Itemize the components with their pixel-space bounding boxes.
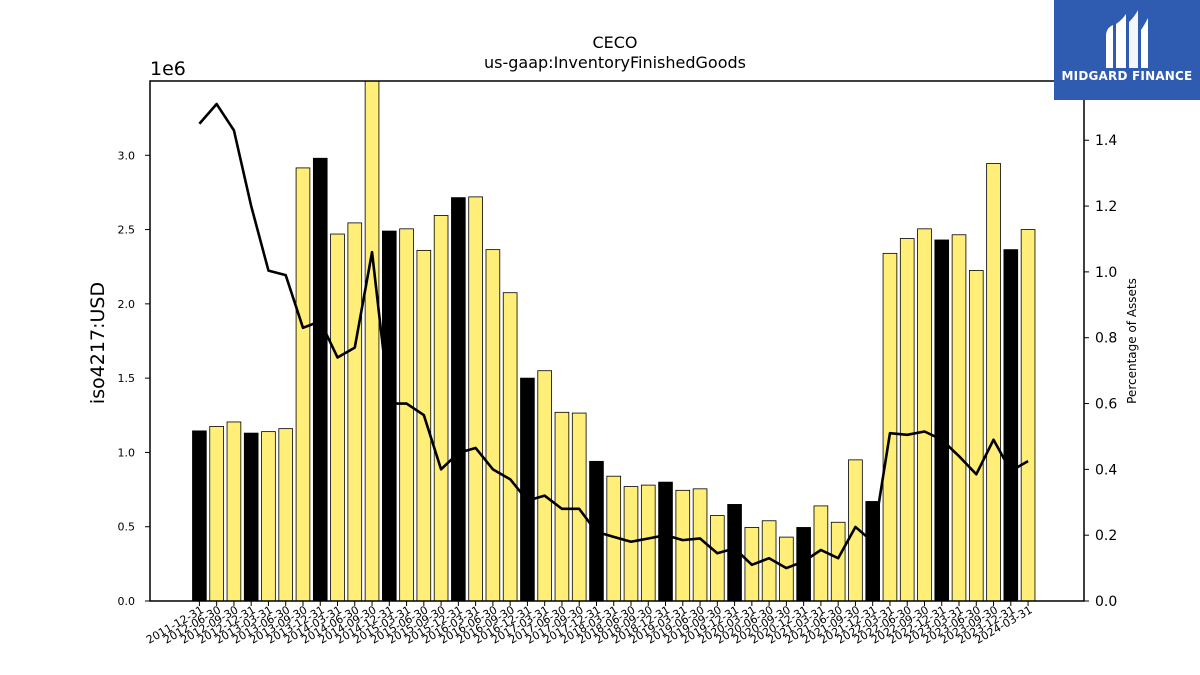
bar-2016-06-30	[502, 292, 518, 602]
y2-tick-label: 0.8	[1095, 331, 1117, 347]
bar-2012-06-30	[226, 421, 242, 602]
percentage-line	[198, 102, 1029, 570]
y-tick-label: 2.0	[118, 298, 136, 311]
y-tick-label: 2.5	[118, 224, 136, 237]
bar-2021-12-31	[882, 252, 898, 602]
y-tick-label: 0.5	[118, 521, 136, 534]
bar-2014-09-30	[381, 230, 397, 602]
y2-tick-label: 0.6	[1095, 397, 1117, 413]
bar-2019-03-31	[692, 488, 708, 602]
logo-text: MIDGARD FINANCE	[1061, 69, 1193, 83]
bar-2023-09-30	[1003, 249, 1019, 602]
bar-2015-12-31	[468, 196, 483, 602]
bar-2019-06-30	[710, 515, 725, 602]
bar-2018-03-31	[623, 486, 639, 602]
bar-2022-12-31	[951, 234, 967, 602]
bar-2011-12-31	[192, 430, 207, 602]
bar-2016-03-31	[485, 249, 501, 602]
bar-2012-09-30	[243, 432, 259, 602]
bar-2015-03-31	[416, 249, 432, 602]
bar-2022-09-30	[934, 239, 950, 602]
y2-tick-label: 1.2	[1095, 199, 1117, 215]
bar-2018-12-31	[675, 489, 691, 602]
bar-2013-06-30	[295, 167, 311, 602]
y2-tick-label: 1.0	[1095, 265, 1117, 281]
y-tick-label: 1.5	[118, 372, 136, 385]
bar-2014-12-31	[399, 228, 414, 602]
y2-tick-label: 1.4	[1095, 133, 1117, 149]
bar-2013-09-30	[312, 157, 328, 602]
y2-tick-label: 0.4	[1095, 462, 1117, 478]
y2-tick-label: 0.2	[1095, 528, 1117, 544]
bar-2022-06-30	[917, 228, 932, 602]
y-tick-label: 0.0	[118, 595, 136, 608]
y-axis-label: iso4217:USD	[87, 282, 109, 404]
bar-2014-06-30	[364, 80, 380, 602]
y-offset-label: 1e6	[150, 58, 186, 80]
bar-2015-06-30	[433, 215, 449, 602]
bar-2015-09-30	[451, 197, 466, 602]
bar-2012-03-31	[209, 426, 224, 602]
y-tick-label: 3.0	[118, 149, 136, 162]
midgard-logo-icon	[1106, 10, 1148, 68]
bar-2013-03-31	[278, 428, 294, 602]
bar-2022-03-31	[899, 238, 915, 602]
bar-2023-12-31	[1020, 229, 1036, 602]
bar-2021-03-31	[830, 521, 846, 602]
bar-2023-03-31	[968, 270, 984, 602]
bar-2017-06-30	[571, 412, 587, 602]
plot-frame	[149, 80, 1085, 602]
bar-2018-09-30	[658, 481, 673, 602]
brand-logo: MIDGARD FINANCE	[1054, 0, 1200, 100]
chart-subtitle: us-gaap:InventoryFinishedGoods	[484, 53, 746, 72]
chart-title: CECO	[592, 33, 637, 52]
bar-2012-12-31	[261, 431, 276, 602]
y2-tick-label: 0.0	[1095, 594, 1117, 610]
bar-2013-12-31	[330, 233, 345, 602]
bar-2023-06-30	[986, 163, 1001, 602]
y-tick-label: 1.0	[118, 446, 136, 459]
bar-2014-03-31	[347, 222, 363, 602]
y2-axis-label: Percentage of Assets	[1125, 278, 1139, 404]
bar-2016-09-30	[520, 377, 535, 602]
bar-2016-12-31	[537, 370, 552, 602]
bar-2018-06-30	[640, 484, 656, 602]
